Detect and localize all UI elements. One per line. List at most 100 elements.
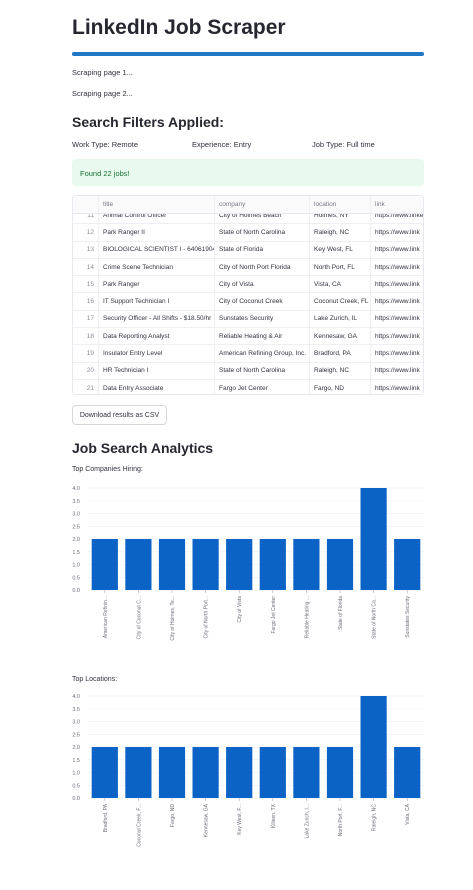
bar [125,747,152,798]
cell-company: American Refining Group, Inc. [215,345,310,362]
cell-company: City of Vista [215,276,310,293]
table-row[interactable]: 21 Data Entry Associate Fargo Jet Center Fa… [73,380,423,394]
cell-company: State of Florida [215,241,310,258]
index-column-header [73,196,99,213]
bar [259,539,286,590]
cell-company: State of North Carolina [215,224,310,241]
y-tick-label: 0.5 [72,783,80,789]
cell-title: Insulator Entry Level [99,345,215,362]
column-header-title[interactable]: title [99,196,215,213]
bar [158,539,186,590]
x-tick-label: Key West, F... [237,804,243,835]
x-tick-label: Killeen, TX [271,803,277,828]
bar [326,747,354,798]
cell-link: https://www.link [375,228,420,236]
page-title: LinkedIn Job Scraper [72,16,286,39]
cell-title: HR Technician I [99,362,215,379]
cell-link: https://www.link [375,367,420,375]
cell-company: Fargo Jet Center [215,380,310,394]
cell-title: Data Entry Associate [99,380,215,394]
cell-location: North Port, FL [310,258,371,276]
status-text: Scraping page 1... [72,68,133,77]
x-tick-label: City of Vista [237,596,243,623]
filters-row: Work Type: Remote Experience: Entry Job … [72,140,424,152]
cell-company: State of North Carolina [215,362,310,379]
x-tick-label: Sunstates Security [405,596,411,638]
cell-title: Crime Scene Technician [99,258,215,276]
table-row[interactable]: 16 IT Support Technician I City of Coconut… [73,293,423,311]
filters-heading: Search Filters Applied: [72,114,224,130]
row-index: 15 [73,276,99,293]
x-tick-label: City of Coconut C... [136,596,142,639]
y-tick-label: 0.0 [72,588,80,594]
bar [192,747,219,798]
filter-job-type: Job Type: Full time [312,140,375,149]
column-header-link[interactable]: link [375,201,385,208]
cell-title: Data Reporting Analyst [99,328,215,345]
y-tick-label: 3.0 [72,720,80,726]
row-index: 20 [73,362,99,379]
row-index: 17 [73,310,99,328]
cell-company: City of North Port Florida [215,258,310,276]
cell-location: Raleigh, NC [310,362,371,379]
x-tick-label: Fargo Jet Center [271,596,277,634]
bar [293,747,320,798]
cell-company: City of Holmes Beach [215,214,310,224]
table-row[interactable]: 18 Data Reporting Analyst Reliable Heating… [73,328,423,346]
cell-link: https://www.link [375,332,420,340]
results-table[interactable]: title company location link 11 Animal Con… [72,195,424,395]
y-tick-label: 1.0 [72,771,80,777]
cell-title: Park Ranger [99,276,215,293]
bar [226,539,253,590]
cell-link: https://www.link [375,350,420,358]
table-row[interactable]: 12 Park Ranger II State of North Carolina R… [73,224,423,242]
y-tick-label: 0.5 [72,575,80,581]
y-tick-label: 2.5 [72,732,80,738]
y-tick-label: 1.5 [72,550,80,556]
x-tick-label: State of North Ca... [372,596,378,639]
cell-location: Holmes, NY [310,214,371,224]
table-row[interactable]: 17 Security Officer - All Shifts - $18.50… [73,310,423,329]
row-index: 18 [73,328,99,345]
cell-link: https://www.link [375,384,420,392]
bar [394,747,421,798]
y-tick-label: 2.5 [72,524,80,530]
y-tick-label: 0.0 [72,796,80,802]
download-csv-button[interactable]: Download results as CSV [72,405,167,425]
cell-location: Coconut Creek, FL [310,293,371,310]
status-text: Scraping page 2... [72,89,133,98]
table-row[interactable]: 14 Crime Scene Technician City of North Po… [73,258,423,277]
companies-chart-title: Top Companies Hiring: [72,466,143,473]
row-index: 13 [73,241,99,258]
locations-bar-chart: 0.0 0.5 1.0 1.5 2.0 2.5 3.0 3.5 4.0 Bradford, PA C… [72,694,424,847]
table-row[interactable]: 15 Park Ranger City of Vista Vista, CA https… [73,276,423,294]
table-row[interactable]: 11 Animal Control Officer City of Holmes B… [73,214,423,225]
cell-link: https://www.link [375,263,420,271]
cell-title: Park Ranger II [99,224,215,241]
x-tick-label: City of Holmes, Te... [170,596,176,641]
companies-bar-chart: 0.0 0.5 1.0 1.5 2.0 2.5 3.0 3.5 4.0 American Refi… [72,486,424,641]
cell-link: https://www.link [375,246,420,254]
bar [158,747,186,798]
bar [394,539,421,590]
bar [360,696,387,798]
cell-location: Vista, CA [310,276,371,293]
cell-location: Kennesaw, GA [310,328,371,345]
bar [259,747,286,798]
column-header-location[interactable]: location [310,196,371,213]
table-row[interactable]: 20 HR Technician I State of North Carolina… [73,362,423,380]
table-body[interactable]: 11 Animal Control Officer City of Holmes B… [73,214,423,394]
table-row[interactable]: 19 Insulator Entry Level American Refining… [73,345,423,363]
cell-title: Animal Control Officer [99,214,215,224]
row-index: 21 [73,380,99,394]
progress-fill [72,52,424,56]
progress-bar [72,52,424,56]
bar [125,539,152,590]
cell-link: https://www.link [375,315,420,323]
table-row[interactable]: 13 BIOLOGICAL SCIENTIST I - 64061904 State… [73,241,423,259]
x-tick-label: Vista, CA [405,803,411,824]
row-index: 11 [73,214,99,224]
column-header-company[interactable]: company [215,196,310,213]
y-tick-label: 4.0 [72,486,80,492]
cell-company: Reliable Heating & Air [215,328,310,345]
